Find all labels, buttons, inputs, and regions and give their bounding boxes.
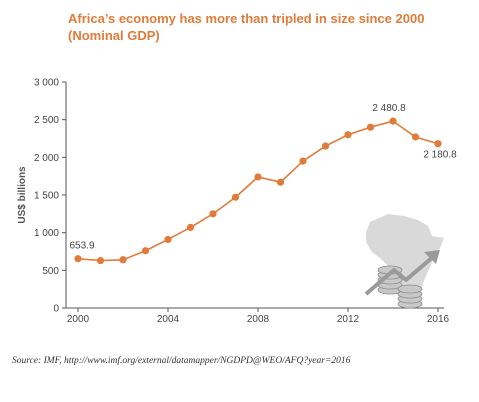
growth-arrow-icon	[364, 250, 440, 296]
chart-title-line2: (Nominal GDP)	[68, 28, 160, 43]
chart-title: Africa’s economy has more than tripled i…	[68, 10, 468, 44]
data-point	[164, 235, 172, 244]
y-tick-label: 3 000	[34, 78, 59, 89]
x-tick-label: 2008	[247, 314, 270, 325]
data-points	[74, 117, 442, 265]
y-tick-label: 2 500	[34, 115, 59, 126]
data-point	[119, 256, 127, 264]
data-point	[209, 210, 217, 218]
data-point	[389, 117, 397, 125]
africa-economy-illustration	[364, 214, 444, 309]
y-tick-label: 1 000	[34, 228, 59, 239]
data-point	[141, 247, 150, 255]
data-label: 2 180.8	[423, 150, 457, 161]
x-tick-label: 2012	[337, 314, 360, 325]
y-tick-label: 1 500	[34, 191, 59, 202]
data-point	[344, 131, 352, 139]
y-axis-label-group: US$ billions	[17, 166, 28, 224]
axes: 0 500 1 000 1 500 2 000 2 500 3 000 2000 2004 200…	[34, 78, 450, 326]
data-label: 2 480.8	[372, 103, 406, 114]
x-tick-label: 2004	[157, 314, 180, 325]
data-point	[366, 123, 375, 131]
data-point	[254, 173, 262, 181]
chart-title-line1: Africa’s economy has more than tripled i…	[68, 11, 425, 26]
data-point	[321, 142, 330, 150]
africa-map-icon	[366, 214, 444, 302]
data-annotations: 653.9 2 480.8 2 180.8	[69, 103, 457, 252]
data-point	[186, 223, 195, 231]
coin	[397, 284, 423, 294]
data-point	[74, 255, 82, 263]
y-tick-label: 0	[53, 304, 59, 315]
y-axis-label: US$ billions	[17, 166, 28, 224]
data-point	[434, 140, 442, 148]
x-tick-label: 2016	[427, 314, 450, 325]
line-chart: 0 500 1 000 1 500 2 000 2 500 3 000 2000 2004 200…	[17, 78, 457, 326]
data-point	[96, 256, 105, 265]
data-point	[231, 193, 240, 201]
data-point	[411, 133, 420, 141]
data-point	[276, 178, 285, 186]
y-tick-label: 2 000	[34, 153, 59, 164]
source-note: Source: IMF, http://www.imf.org/external…	[12, 356, 351, 366]
x-tick-label: 2000	[67, 314, 90, 325]
y-tick-label: 500	[42, 266, 59, 277]
data-point	[299, 157, 307, 165]
data-label: 653.9	[69, 241, 94, 252]
